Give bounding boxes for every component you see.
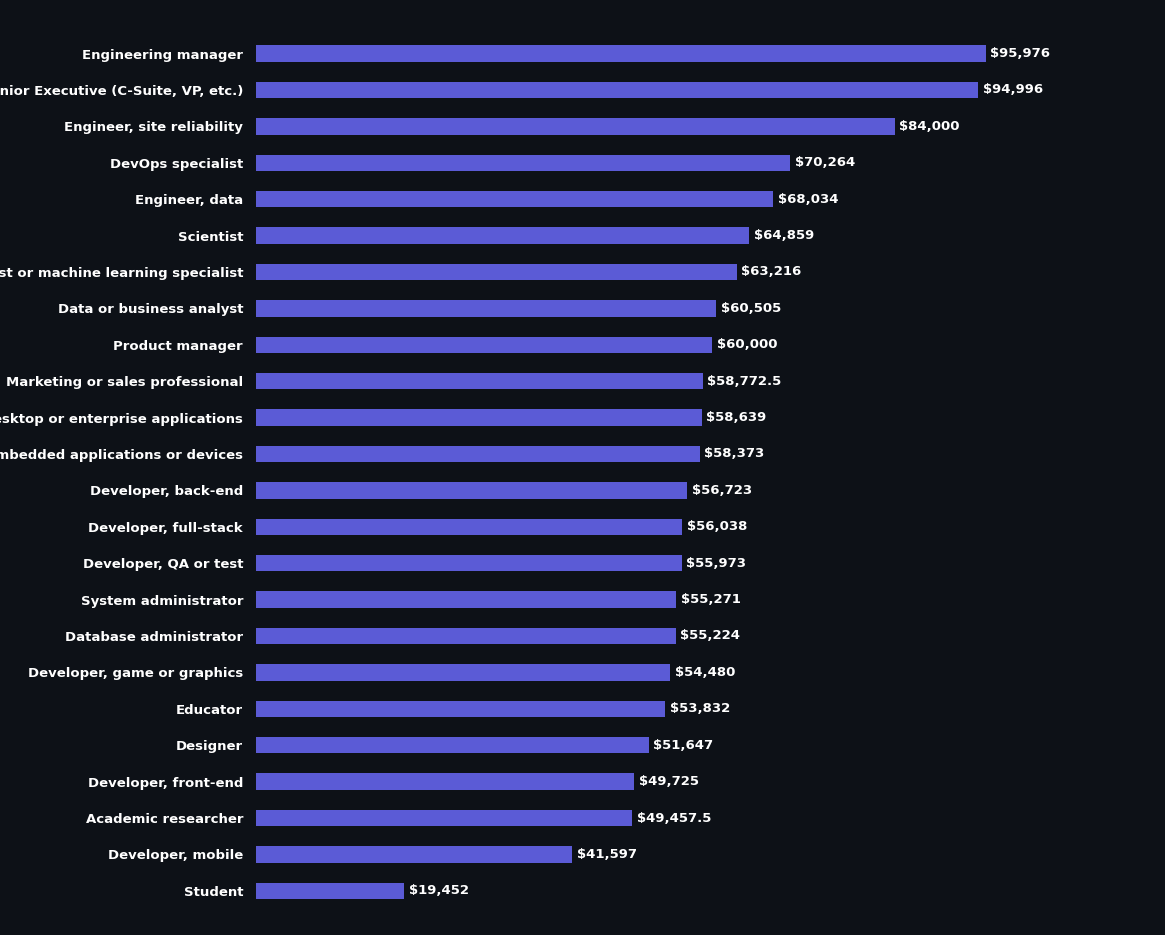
Bar [256,264,736,280]
Text: $54,480: $54,480 [675,666,735,679]
Text: $41,597: $41,597 [577,848,637,861]
Bar [256,700,665,717]
Text: $19,452: $19,452 [409,885,468,898]
Text: $58,639: $58,639 [706,411,767,424]
Bar [256,337,712,352]
Text: $56,038: $56,038 [686,520,747,533]
Bar [256,846,572,863]
Bar [256,810,633,827]
Text: $64,859: $64,859 [754,229,814,242]
Bar [256,519,682,535]
Bar [256,664,670,681]
Text: $49,457.5: $49,457.5 [636,812,711,825]
Text: $68,034: $68,034 [778,193,839,206]
Bar [256,592,676,608]
Bar [256,737,649,754]
Bar [256,118,895,135]
Text: $51,647: $51,647 [654,739,713,752]
Text: $63,216: $63,216 [741,266,802,279]
Text: $58,772.5: $58,772.5 [707,375,782,388]
Bar [256,81,979,98]
Text: $94,996: $94,996 [982,83,1043,96]
Bar [256,410,701,425]
Bar [256,883,404,899]
Bar [256,227,749,244]
Text: $70,264: $70,264 [795,156,855,169]
Text: $55,271: $55,271 [680,593,741,606]
Text: $49,725: $49,725 [638,775,699,788]
Text: $60,000: $60,000 [716,338,777,352]
Bar [256,154,790,171]
Text: $58,373: $58,373 [705,448,764,460]
Text: $95,976: $95,976 [990,47,1050,60]
Bar [256,627,676,644]
Bar [256,300,716,317]
Text: $55,973: $55,973 [686,556,746,569]
Text: $84,000: $84,000 [899,120,960,133]
Bar [256,446,700,462]
Bar [256,773,634,790]
Text: $60,505: $60,505 [721,302,781,315]
Text: $56,723: $56,723 [692,484,751,496]
Bar [256,482,687,498]
Bar [256,373,702,389]
Text: $53,832: $53,832 [670,702,730,715]
Text: $55,224: $55,224 [680,629,741,642]
Bar [256,45,986,62]
Bar [256,191,774,208]
Bar [256,555,682,571]
